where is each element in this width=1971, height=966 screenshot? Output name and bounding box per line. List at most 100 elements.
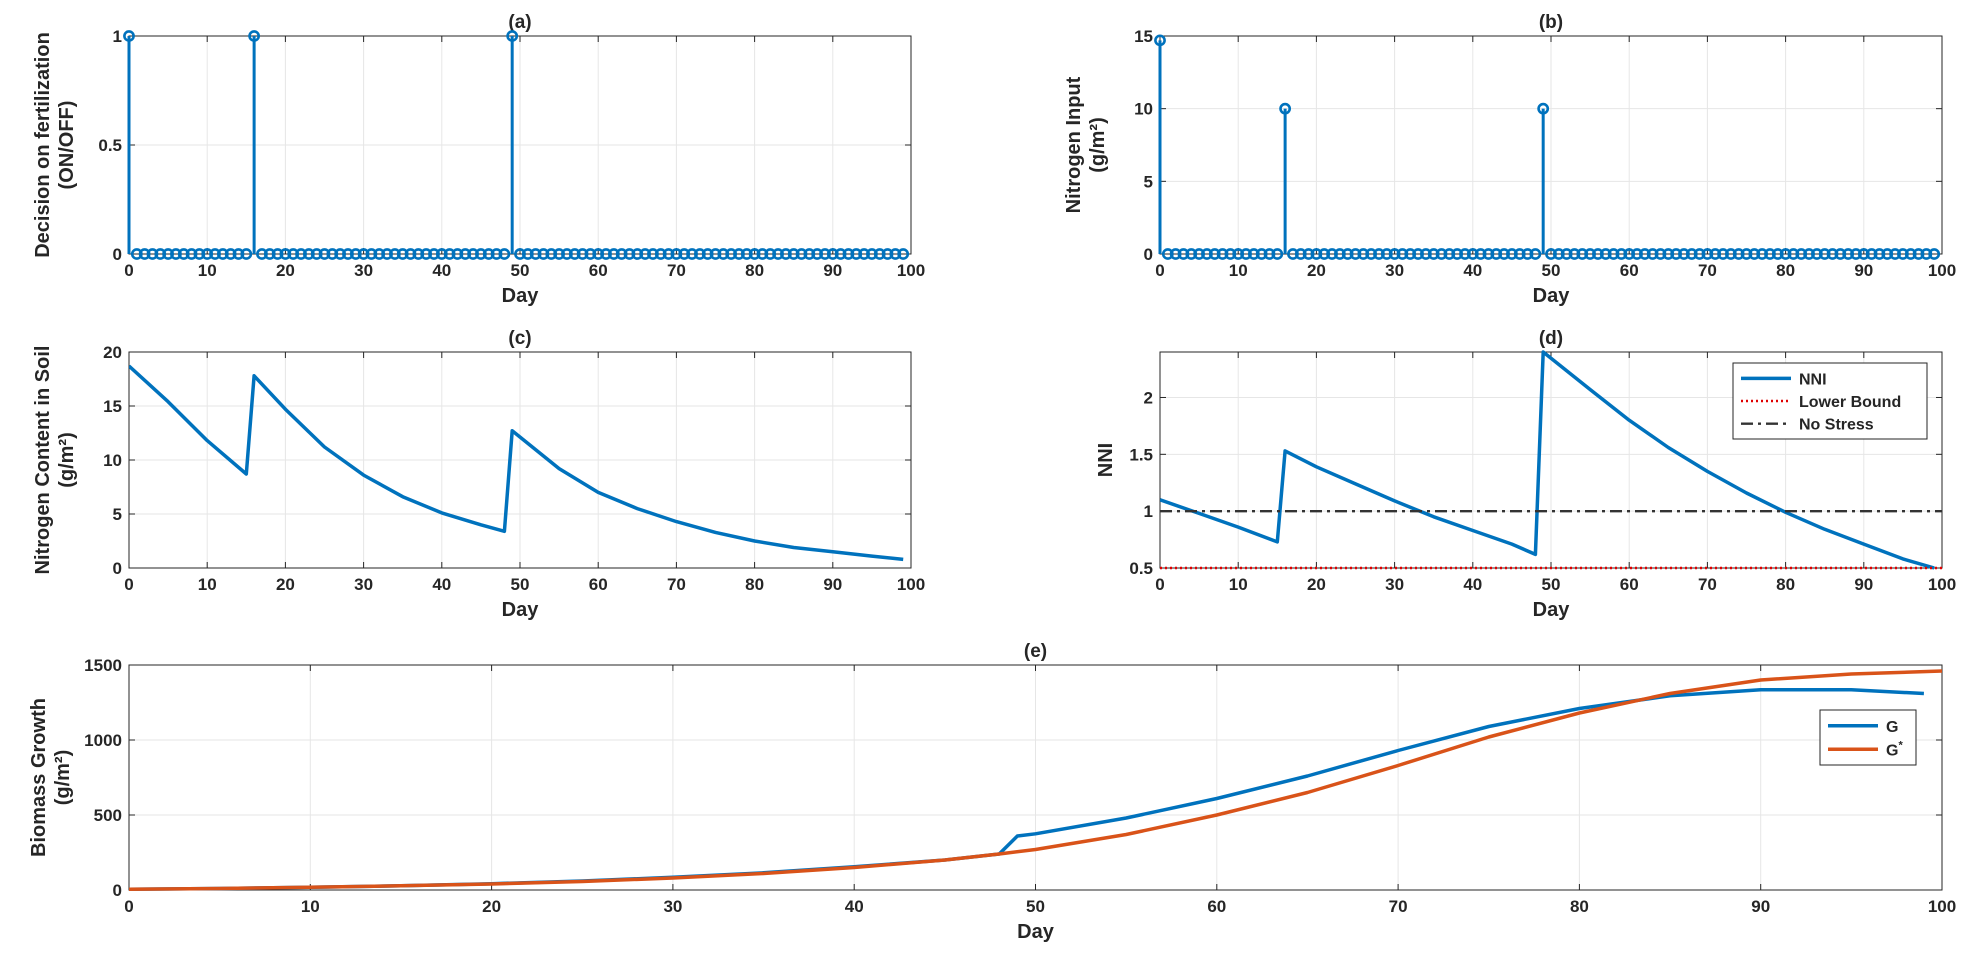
stem-marker <box>349 248 362 260</box>
x-tick-label: 90 <box>1854 261 1873 280</box>
stem-marker <box>1724 248 1737 260</box>
stem-marker <box>1404 248 1417 260</box>
stem-marker <box>607 248 620 260</box>
y-tick-label: 500 <box>94 806 122 825</box>
stem-marker <box>834 248 847 260</box>
stem-marker <box>216 248 229 260</box>
stem-marker <box>1169 248 1182 260</box>
x-tick-label: 40 <box>432 261 451 280</box>
stem-marker <box>600 248 612 260</box>
stem-marker <box>467 248 479 260</box>
stem-marker <box>521 248 534 260</box>
stem-marker <box>365 248 378 260</box>
x-tick-label: 30 <box>1385 261 1404 280</box>
stem-marker <box>866 248 878 260</box>
stem-marker <box>772 248 784 260</box>
stem-marker <box>1498 248 1510 260</box>
stem-marker <box>138 248 151 260</box>
stem-marker <box>318 248 331 260</box>
y-tick-label: 0.5 <box>1129 559 1153 578</box>
stem-marker <box>1904 248 1917 260</box>
stem-marker <box>1560 248 1573 260</box>
stem-marker <box>193 248 206 260</box>
x-tick-label: 80 <box>1776 261 1795 280</box>
stem-marker <box>1201 248 1213 260</box>
stem-marker <box>545 248 558 260</box>
x-tick-label: 50 <box>1542 575 1561 594</box>
x-tick-label: 20 <box>276 575 295 594</box>
x-tick-label: 50 <box>1026 897 1045 916</box>
stem-marker <box>514 248 526 260</box>
stem-marker <box>1302 248 1315 260</box>
y-tick-label: 1 <box>1144 502 1153 521</box>
stem-marker <box>248 30 261 42</box>
series-line-nni <box>1160 350 1935 570</box>
stem-marker <box>1678 248 1690 260</box>
x-tick-label: 0 <box>1155 261 1164 280</box>
stem-marker <box>404 248 417 260</box>
stem-marker <box>201 248 214 260</box>
x-tick-label: 50 <box>511 575 530 594</box>
stem-marker <box>623 248 636 260</box>
stem-marker <box>1193 248 1205 260</box>
x-tick-label: 10 <box>198 575 217 594</box>
stem-marker <box>1795 248 1808 260</box>
legend: GG* <box>1819 709 1917 766</box>
stem-marker <box>326 248 339 260</box>
x-tick-label: 60 <box>1207 897 1226 916</box>
stem-marker <box>1396 248 1409 260</box>
x-tick-label: 10 <box>301 897 320 916</box>
stem-marker <box>615 248 628 260</box>
stem-marker <box>1654 248 1667 260</box>
stem-marker <box>1912 248 1925 260</box>
panel-c: 0 10 20 30 40 50 60 70 80 90 100 0 5 10 15 20 (c) Day Nitr… <box>32 328 925 621</box>
stem-marker <box>1857 248 1870 260</box>
stem-marker <box>1701 248 1714 260</box>
stem-marker <box>1717 248 1729 260</box>
y-tick-label: 0.5 <box>98 136 122 155</box>
y-tick-label: 20 <box>103 343 122 362</box>
x-tick-label: 0 <box>124 897 133 916</box>
x-tick-label: 100 <box>897 575 925 594</box>
stem-marker <box>1764 248 1776 260</box>
stem-marker <box>787 248 800 260</box>
x-axis-label: Day <box>502 285 540 307</box>
stem-marker <box>819 248 831 260</box>
x-tick-label: 70 <box>1698 261 1717 280</box>
stem-marker <box>130 248 143 260</box>
y-tick-label: 0 <box>113 245 122 264</box>
stem-marker <box>1240 248 1252 260</box>
stem-marker <box>1631 248 1643 260</box>
x-tick-label: 40 <box>845 897 864 916</box>
y-tick-label: 1500 <box>84 656 122 675</box>
stem-marker <box>1842 248 1855 260</box>
stem-marker <box>725 248 738 260</box>
x-axis-label: Day <box>1017 921 1055 943</box>
stem-marker <box>1748 248 1761 260</box>
stem-marker <box>428 248 440 260</box>
stem-marker <box>584 248 597 260</box>
panel-b: 0 10 20 30 40 50 60 70 80 90 100 0 5 10 15 (b) Day Nitrog… <box>1063 12 1956 307</box>
stem-marker <box>1333 248 1346 260</box>
stem-marker <box>1427 248 1440 260</box>
y-axis-label: (ON/OFF) <box>56 101 78 190</box>
stem-marker <box>561 248 573 260</box>
panel-e: 0 10 20 30 40 50 60 70 80 90 100050010001500(e)Day… <box>28 641 1956 943</box>
stem-marker <box>420 248 433 260</box>
stem-marker <box>733 248 745 260</box>
stem-marker <box>1576 248 1589 260</box>
x-tick-label: 70 <box>667 261 686 280</box>
stem-marker <box>1373 248 1385 260</box>
stem-marker <box>1552 248 1565 260</box>
panel-title: (b) <box>1539 12 1563 33</box>
stem-marker <box>412 248 425 260</box>
stem-marker <box>1263 248 1276 260</box>
stem-marker <box>1584 248 1596 260</box>
stem-marker <box>1537 102 1550 115</box>
legend-label: No Stress <box>1799 417 1874 434</box>
x-tick-label: 80 <box>745 261 764 280</box>
stem-marker <box>506 30 519 42</box>
stem-marker <box>1185 248 1198 260</box>
stem-marker <box>490 248 503 260</box>
stem-marker <box>748 248 761 260</box>
